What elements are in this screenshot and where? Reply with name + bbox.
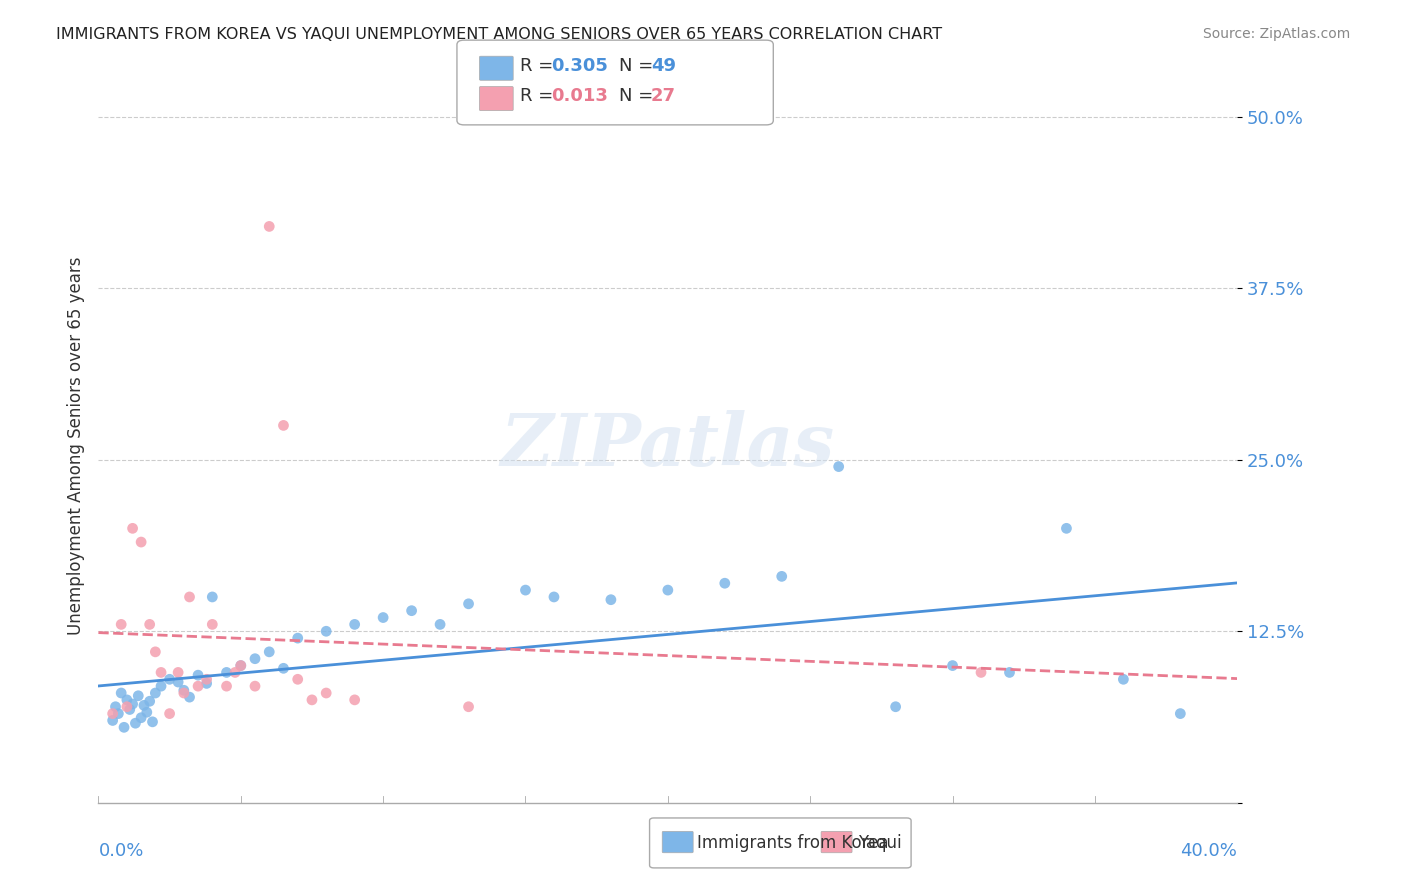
Text: R =: R = (520, 57, 554, 75)
Point (515, 583, 537, 598)
Point (167, 665, 190, 680)
Point (243, 651, 266, 665)
Text: Yaqui: Yaqui (858, 834, 901, 852)
Point (145, 686, 167, 700)
Point (1170, 706, 1192, 721)
Point (259, 645, 281, 659)
Point (150, 679, 173, 693)
Point (110, 686, 132, 700)
Point (159, 706, 181, 721)
Point (315, 624, 337, 639)
Text: 0.305: 0.305 (551, 57, 607, 75)
Point (129, 535, 152, 549)
Point (101, 706, 124, 721)
Text: ZIPatlas: ZIPatlas (501, 410, 835, 482)
Point (215, 665, 238, 680)
Point (229, 658, 252, 673)
Text: 0.013: 0.013 (551, 87, 607, 105)
Point (150, 665, 173, 680)
Point (124, 716, 146, 731)
Point (195, 676, 218, 690)
Point (110, 617, 132, 632)
Point (141, 714, 163, 729)
Point (132, 698, 155, 713)
Text: N =: N = (619, 57, 652, 75)
Text: N =: N = (619, 87, 652, 105)
Y-axis label: Unemployment Among Seniors over 65 years: Unemployment Among Seniors over 65 years (66, 257, 84, 635)
Point (145, 645, 167, 659)
Point (195, 673, 218, 687)
Point (942, 658, 965, 673)
Point (121, 697, 143, 711)
Point (457, 699, 479, 714)
Point (401, 604, 423, 618)
Point (343, 617, 366, 632)
Point (173, 683, 195, 698)
Point (115, 699, 138, 714)
Point (315, 686, 337, 700)
Point (201, 590, 224, 604)
Point (543, 590, 565, 604)
Text: Source: ZipAtlas.com: Source: ZipAtlas.com (1202, 27, 1350, 41)
Point (179, 690, 201, 705)
Point (112, 720, 135, 734)
Point (121, 521, 143, 535)
Point (287, 673, 309, 687)
Point (104, 699, 127, 714)
Text: Immigrants from Korea: Immigrants from Korea (697, 834, 889, 852)
Point (159, 673, 181, 687)
Point (828, 459, 851, 474)
Point (167, 675, 190, 690)
Point (998, 665, 1021, 680)
Point (229, 658, 252, 673)
Text: 27: 27 (651, 87, 676, 105)
Point (343, 693, 366, 707)
Text: 0.0%: 0.0% (98, 842, 143, 860)
Point (215, 679, 238, 693)
Text: R =: R = (520, 87, 554, 105)
Point (173, 686, 195, 700)
Point (179, 590, 201, 604)
Point (1112, 673, 1135, 687)
Point (107, 706, 129, 721)
Point (187, 668, 209, 682)
Point (600, 592, 623, 607)
Point (138, 617, 160, 632)
Point (135, 705, 157, 719)
Point (115, 693, 138, 707)
Point (970, 665, 993, 680)
Point (301, 693, 323, 707)
Point (259, 219, 281, 234)
Point (287, 631, 309, 645)
Point (884, 699, 907, 714)
Point (1056, 521, 1078, 535)
Text: 49: 49 (651, 57, 676, 75)
Point (138, 694, 160, 708)
Point (127, 689, 149, 703)
Point (129, 711, 152, 725)
Point (201, 617, 224, 632)
Point (429, 617, 451, 632)
Point (273, 661, 295, 675)
Point (101, 714, 124, 728)
Point (457, 597, 479, 611)
Text: 40.0%: 40.0% (1181, 842, 1237, 860)
Point (187, 679, 209, 693)
Point (243, 679, 266, 693)
Text: IMMIGRANTS FROM KOREA VS YAQUI UNEMPLOYMENT AMONG SENIORS OVER 65 YEARS CORRELAT: IMMIGRANTS FROM KOREA VS YAQUI UNEMPLOYM… (56, 27, 942, 42)
Point (770, 569, 793, 583)
Point (657, 583, 679, 598)
Point (273, 418, 295, 433)
Point (118, 702, 141, 716)
Point (373, 610, 395, 624)
Point (714, 576, 737, 591)
Point (224, 665, 246, 680)
